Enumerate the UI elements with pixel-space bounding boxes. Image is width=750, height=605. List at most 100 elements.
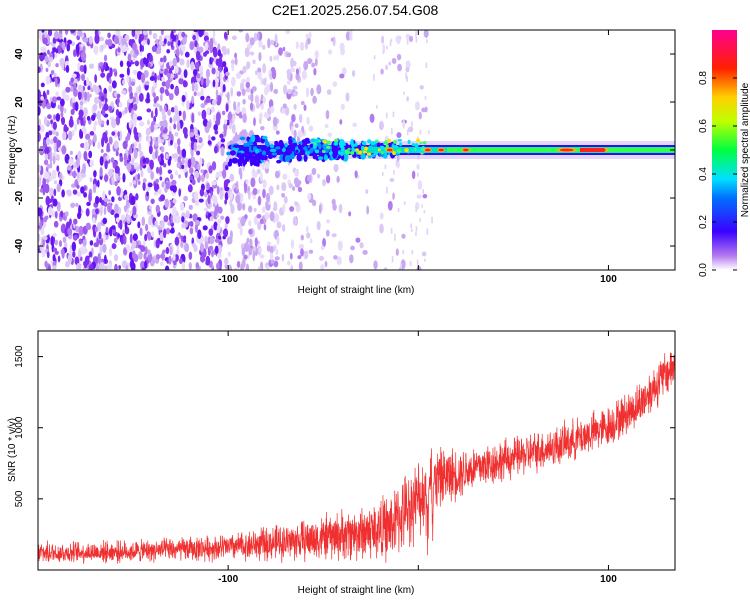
heatmap-noise-cell	[61, 145, 67, 155]
heatmap-noise-cell	[282, 103, 287, 109]
heatmap-noise-cell	[161, 146, 165, 153]
heatmap-noise-cell	[266, 265, 270, 270]
ridge-blob	[281, 147, 286, 153]
heatmap-noise-cell	[216, 223, 221, 234]
ridge-blob	[379, 145, 385, 150]
heatmap-noise-cell	[132, 205, 137, 216]
ridge-blob	[241, 158, 245, 164]
heatmap-noise-cell	[265, 192, 271, 203]
heatmap-noise-cell	[185, 210, 190, 219]
heatmap-noise-cell	[62, 131, 67, 141]
heatmap-noise-cell	[58, 38, 64, 43]
heatmap-noise-cell	[295, 68, 299, 75]
heatmap-noise-cell	[71, 241, 77, 252]
ridge-blob	[267, 153, 273, 160]
ridge-blob	[270, 144, 275, 149]
heatmap-noise-cell	[211, 161, 217, 171]
heatmap-noise-cell	[72, 49, 77, 57]
heatmap-noise-cell	[292, 85, 298, 90]
heatmap-noise-cell	[405, 66, 410, 73]
heatmap-noise-cell	[173, 123, 177, 130]
ridge-blob	[295, 149, 299, 154]
heatmap-noise-cell	[47, 114, 52, 120]
heatmap-noise-cell	[264, 86, 269, 96]
heatmap-noise-cell	[256, 214, 262, 219]
heatmap-noise-cell	[66, 166, 72, 171]
heatmap-noise-cell	[264, 212, 270, 220]
heatmap-noise-cell	[159, 93, 163, 102]
heatmap-noise-cell	[338, 203, 343, 214]
heatmap-noise-cell	[128, 120, 132, 129]
heatmap-noise-cell	[213, 145, 218, 154]
heatmap-noise-cell	[42, 37, 48, 45]
heatmap-noise-cell	[328, 49, 333, 55]
heatmap-noise-cell	[300, 234, 304, 241]
heatmap-noise-cell	[50, 119, 53, 125]
y-tick-label: -20	[14, 190, 25, 205]
heatmap-noise-cell	[126, 75, 130, 84]
heatmap-noise-cell	[339, 73, 345, 79]
heatmap-noise-cell	[205, 97, 211, 104]
heatmap-noise-cell	[385, 64, 388, 71]
heatmap-noise-cell	[227, 264, 233, 270]
heatmap-noise-cell	[274, 170, 280, 179]
heatmap-noise-cell	[83, 150, 88, 161]
heatmap-noise-cell	[96, 221, 102, 232]
heatmap-noise-cell	[44, 153, 48, 160]
heatmap-noise-cell	[53, 141, 57, 153]
ridge-blob	[399, 142, 403, 147]
heatmap-noise-cell	[239, 170, 243, 180]
heatmap-noise-cell	[293, 129, 297, 139]
heatmap-noise-cell	[73, 78, 78, 84]
heatmap-noise-cell	[103, 174, 109, 182]
heatmap-noise-cell	[235, 105, 241, 114]
heatmap-noise-cell	[52, 247, 58, 252]
heatmap-noise-cell	[210, 106, 216, 113]
heatmap-noise-cell	[316, 84, 322, 95]
ridge-blob	[284, 154, 291, 162]
heatmap-noise-cell	[253, 117, 256, 127]
heatmap-noise-cell	[50, 138, 54, 145]
heatmap-noise-cell	[40, 227, 45, 236]
heatmap-noise-cell	[393, 169, 395, 175]
heatmap-noise-cell	[159, 176, 163, 181]
heatmap-noise-cell	[196, 133, 200, 143]
heatmap-noise-cell	[109, 246, 113, 257]
heatmap-noise-cell	[138, 33, 145, 42]
heatmap-noise-cell	[212, 79, 216, 88]
heatmap-noise-cell	[51, 129, 57, 135]
heatmap-noise-cell	[258, 51, 262, 62]
heatmap-noise-cell	[121, 44, 127, 53]
heatmap-noise-cell	[241, 88, 246, 96]
heatmap-noise-cell	[209, 245, 214, 251]
heatmap-noise-cell	[249, 51, 255, 56]
heatmap-noise-cell	[44, 174, 50, 179]
heatmap-noise-cell	[294, 169, 299, 177]
ridge-blob	[245, 152, 249, 158]
heatmap-noise-cell	[243, 254, 248, 260]
ridge-blob	[411, 142, 415, 147]
colorbar-label: Normalized spectral amplitude	[740, 82, 750, 217]
heatmap-noise-cell	[369, 113, 375, 123]
heatmap-noise-cell	[142, 178, 147, 183]
heatmap-noise-cell	[75, 202, 79, 207]
heatmap-noise-cell	[281, 182, 287, 192]
heatmap-noise-cell	[45, 137, 51, 146]
heatmap-noise-cell	[266, 244, 271, 252]
heatmap-noise-cell	[248, 190, 251, 200]
heatmap-noise-cell	[177, 138, 181, 146]
heatmap-noise-cell	[47, 152, 51, 160]
heatmap-noise-cell	[136, 30, 141, 36]
heatmap-noise-cell	[188, 221, 194, 227]
heatmap-noise-cell	[208, 228, 214, 236]
ridge-blob	[370, 141, 376, 146]
heatmap-noise-cell	[307, 193, 312, 201]
heatmap-noise-cell	[204, 241, 209, 250]
heatmap-noise-cell	[158, 35, 163, 41]
heatmap-noise-cell	[69, 115, 73, 122]
heatmap-noise-cell	[151, 45, 157, 53]
heatmap-noise-cell	[84, 255, 90, 266]
heatmap-noise-cell	[66, 189, 72, 196]
heatmap-noise-cell	[319, 255, 324, 261]
heatmap-noise-cell	[231, 123, 236, 134]
